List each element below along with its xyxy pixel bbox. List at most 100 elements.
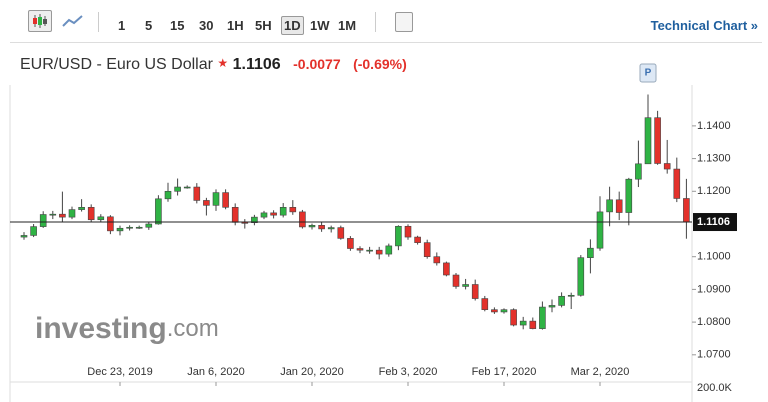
- candle-body: [327, 227, 335, 230]
- x-tick-label: Jan 20, 2020: [280, 366, 344, 378]
- candle-body: [337, 227, 345, 239]
- symbol: EUR/USD - Euro US Dollar: [20, 56, 213, 73]
- candle-body: [596, 211, 604, 249]
- interval[interactable]: 5H: [255, 18, 272, 33]
- candle-body: [433, 256, 441, 264]
- change-percent: (-0.69%): [353, 56, 407, 72]
- y-tick-label: 1.1400: [697, 120, 731, 132]
- change: -0.0077: [293, 56, 341, 72]
- candle-body: [404, 225, 412, 238]
- interval[interactable]: 15: [170, 18, 185, 33]
- candle-body: [270, 212, 277, 216]
- candle-body: [519, 320, 527, 326]
- volume-axis-label: 200.0K: [697, 382, 733, 394]
- candle-body: [212, 192, 220, 206]
- x-tick-label: Mar 2, 2020: [571, 366, 630, 378]
- candle-body: [539, 306, 546, 329]
- candle-body: [97, 216, 105, 221]
- candle-body: [491, 309, 498, 313]
- candle-body: [30, 226, 37, 236]
- last-price-label: 1.1106: [697, 216, 730, 228]
- candle-body: [126, 226, 133, 229]
- candle-body: [529, 320, 537, 329]
- candle-body: [251, 216, 258, 223]
- marker-label: P: [645, 68, 652, 79]
- candle-body: [68, 209, 76, 218]
- candle-body: [625, 178, 633, 213]
- separator: [98, 12, 99, 32]
- x-tick-label: Dec 23, 2019: [87, 366, 152, 378]
- candle-body: [577, 257, 585, 296]
- y-tick-label: 1.0900: [697, 283, 731, 295]
- candle-body: [635, 163, 642, 180]
- interval[interactable]: 5: [145, 18, 153, 33]
- candle-body: [289, 207, 297, 213]
- candle-body: [587, 247, 594, 258]
- candle-body: [366, 249, 373, 252]
- candle-body: [155, 198, 162, 225]
- price: 1.1106: [232, 56, 281, 73]
- icon: [33, 14, 47, 28]
- candle-body: [414, 236, 421, 243]
- y-tick-label: 1.1300: [697, 152, 731, 164]
- candle-body: [654, 117, 661, 164]
- candle-body: [135, 226, 143, 229]
- candle-body: [20, 235, 28, 238]
- candle-body: [510, 309, 517, 326]
- interval[interactable]: 1M: [338, 18, 357, 33]
- candle-body: [567, 294, 575, 297]
- y-tick-label: 1.1200: [697, 185, 731, 197]
- candle-body: [203, 200, 210, 206]
- candle-body: [49, 213, 57, 216]
- candle-body: [385, 245, 393, 255]
- watermark-brand: investing: [35, 312, 167, 345]
- candle-body: [471, 284, 479, 299]
- y-tick-label: 1.0800: [697, 316, 731, 328]
- candle-body: [615, 199, 623, 213]
- candle-body: [481, 298, 489, 310]
- candle-body: [423, 242, 431, 257]
- candle-body: [260, 212, 268, 218]
- interval[interactable]: 1: [118, 18, 126, 33]
- candle-body: [452, 274, 460, 287]
- candle-body: [279, 207, 287, 216]
- interval[interactable]: 1H: [227, 18, 244, 33]
- candle-body: [193, 186, 201, 201]
- candle-body: [548, 305, 556, 308]
- interval[interactable]: 1W: [310, 18, 330, 33]
- instrument-header: EUR/USD - Euro US Dollar ★ 1.1106 -0.007…: [20, 56, 407, 74]
- candle-body: [231, 207, 239, 223]
- candle-body: [174, 186, 181, 192]
- candle-icon[interactable]: [28, 10, 52, 32]
- candle-body: [318, 224, 325, 230]
- candle-body: [356, 248, 364, 251]
- candle-body: [164, 190, 172, 200]
- x-tick-label: Feb 3, 2020: [379, 366, 438, 378]
- candle-body: [606, 199, 613, 213]
- candle-body: [145, 223, 153, 228]
- candle-body: [39, 214, 47, 227]
- technical-chart-link[interactable]: Technical Chart »: [650, 18, 758, 33]
- candle-body: [558, 295, 565, 306]
- candle-body: [78, 207, 85, 210]
- interval[interactable]: 30: [199, 18, 214, 33]
- interval-selected[interactable]: 1D: [281, 16, 304, 35]
- line-icon[interactable]: [62, 12, 84, 35]
- candle-body: [663, 163, 671, 170]
- toolbar: 1 5 15 30 1H 5H 1D 1W 1M Technical Chart…: [10, 4, 762, 43]
- watermark: investing.com: [35, 312, 219, 345]
- last-price-box: [693, 213, 737, 232]
- candle-body: [222, 192, 229, 208]
- settings-icon[interactable]: [395, 12, 413, 32]
- candle-body: [308, 224, 316, 228]
- candle-body: [116, 227, 124, 232]
- x-tick-label: Jan 6, 2020: [187, 366, 245, 378]
- candle-body: [395, 225, 402, 247]
- candle-body: [500, 309, 508, 313]
- candle-body: [673, 168, 681, 199]
- candle-body: [375, 249, 383, 255]
- candle-body: [462, 284, 469, 287]
- watermark-suffix: .com: [167, 315, 219, 342]
